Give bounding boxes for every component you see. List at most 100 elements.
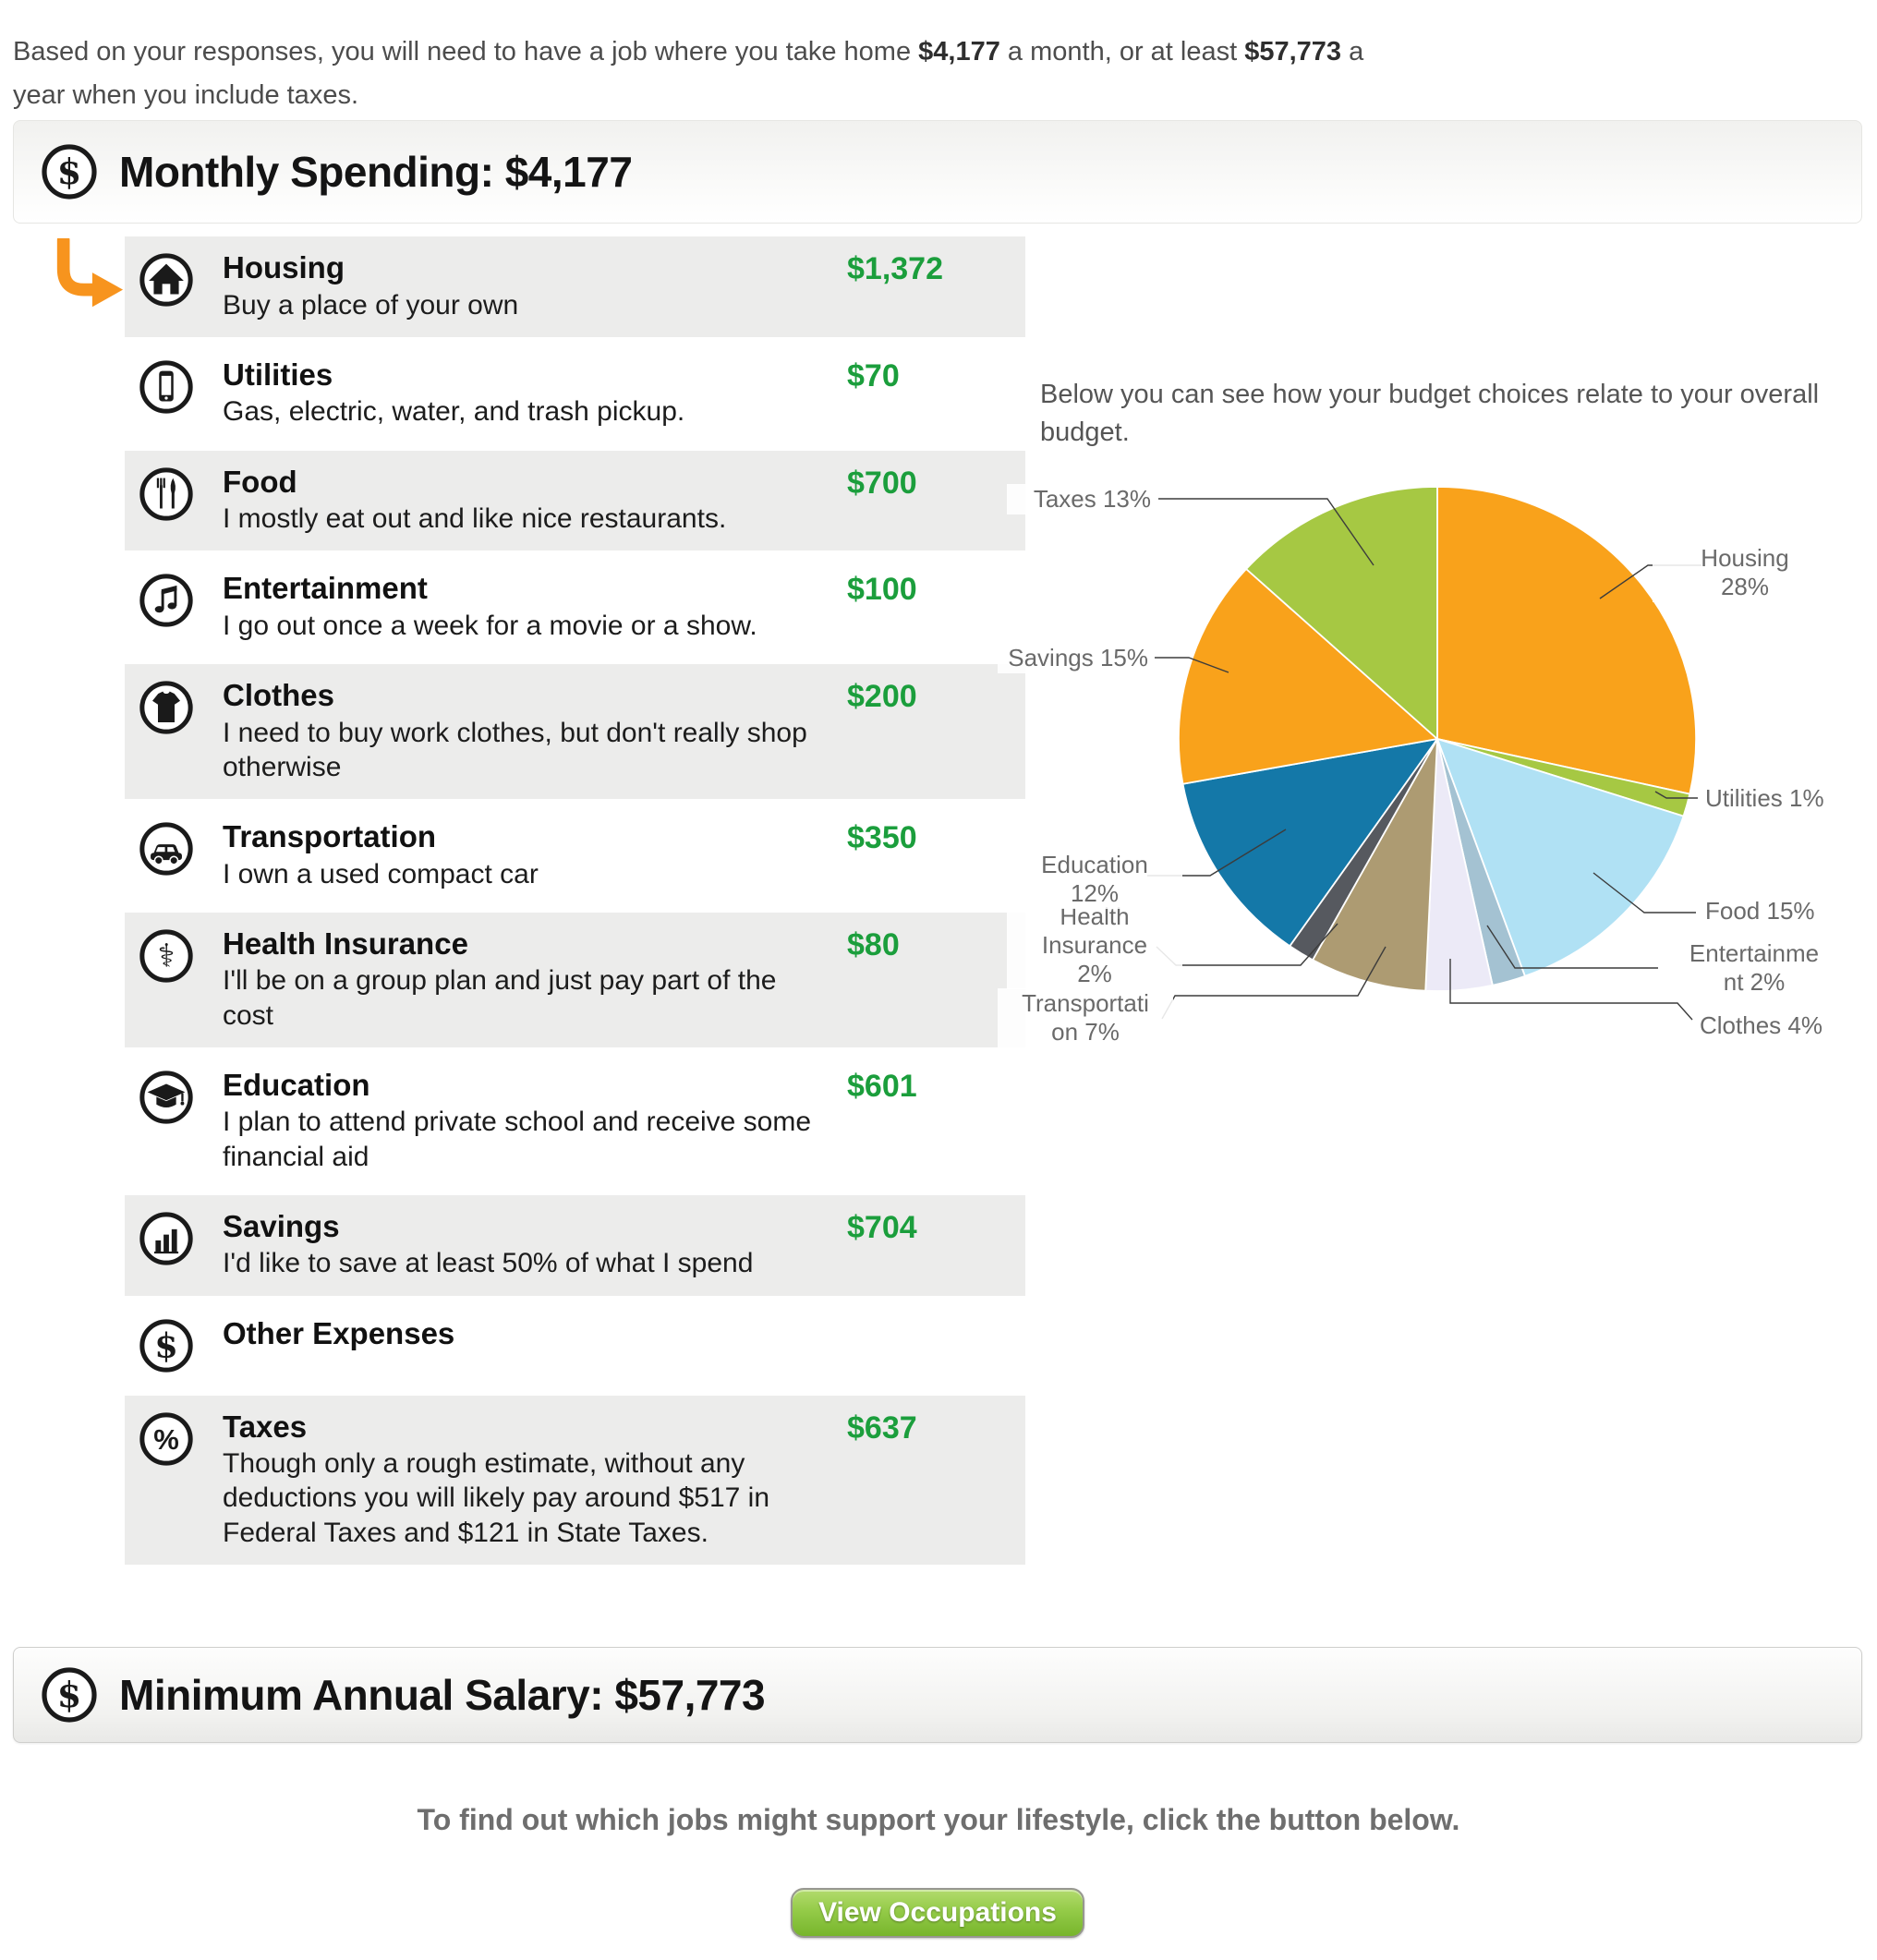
row-amount: $1,372 <box>847 251 943 286</box>
percent-icon: % <box>138 1410 195 1468</box>
pie-label-line: Education <box>1041 851 1148 878</box>
view-occupations-button[interactable]: View Occupations <box>791 1888 1084 1938</box>
budget-row-utilities[interactable]: Utilities Gas, electric, water, and tras… <box>125 344 1025 444</box>
row-amount: $350 <box>847 820 917 856</box>
row-amount: $601 <box>847 1068 917 1104</box>
budget-row-transportation[interactable]: Transportation I own a used compact car … <box>125 805 1025 906</box>
row-description: I'd like to save at least 50% of what I … <box>223 1248 754 1279</box>
pie-label-line: Housing <box>1701 544 1789 572</box>
row-title: Clothes <box>223 678 335 713</box>
house-icon <box>138 251 195 309</box>
pie-label-entertainment: Entertainme nt 2% <box>1662 938 1847 998</box>
pie-leader-line <box>1158 498 1374 566</box>
budget-row-taxes[interactable]: % Taxes Though only a rough estimate, wi… <box>125 1395 1025 1565</box>
monthly-spending-header: $ Monthly Spending: $4,177 <box>13 120 1862 224</box>
music-note-icon <box>138 572 195 629</box>
intro-after: a year when you include taxes. <box>13 37 1364 110</box>
row-description: I plan to attend private school and rece… <box>223 1107 812 1172</box>
budget-row-food[interactable]: Food I mostly eat out and like nice rest… <box>125 450 1025 551</box>
row-title: Taxes <box>223 1409 308 1444</box>
pie-label-food: Food 15% <box>1701 896 1877 926</box>
svg-text:%: % <box>153 1423 179 1456</box>
pie-label-line: Insurance <box>1041 931 1148 959</box>
row-description: I go out once a week for a movie or a sh… <box>223 610 757 641</box>
pie-label-line: Transportati <box>1022 989 1149 1017</box>
budget-row-clothes[interactable]: Clothes I need to buy work clothes, but … <box>125 664 1025 800</box>
budget-rows-list: Housing Buy a place of your own $1,372 U… <box>125 236 1025 1571</box>
svg-text:$: $ <box>154 1325 178 1365</box>
pie-label-housing: Housing 28% <box>1653 543 1837 602</box>
intro-before: Based on your responses, you will need t… <box>13 37 919 67</box>
pie-label-line: Food 15% <box>1705 897 1815 925</box>
intro-middle: a month, or at least <box>999 37 1245 67</box>
row-title: Transportation <box>223 819 437 854</box>
bar-chart-icon <box>138 1210 195 1267</box>
budget-row-housing[interactable]: Housing Buy a place of your own $1,372 <box>125 236 1025 337</box>
row-amount: $704 <box>847 1209 917 1245</box>
row-title: Entertainment <box>223 571 428 606</box>
budget-row-health-insurance[interactable]: ⚕ Health Insurance I'll be on a group pl… <box>125 912 1025 1047</box>
tshirt-icon <box>138 679 195 736</box>
pie-leader-line <box>1654 791 1698 799</box>
budget-row-savings[interactable]: Savings I'd like to save at least 50% of… <box>125 1194 1025 1296</box>
cta-message: To find out which jobs might support you… <box>417 1803 1460 1836</box>
row-amount: $637 <box>847 1410 917 1446</box>
pie-label-line: Savings 15% <box>1008 644 1148 671</box>
dollar-circle-icon: $ <box>40 142 99 201</box>
row-title: Other Expenses <box>223 1315 455 1350</box>
phone-icon <box>138 358 195 416</box>
svg-text:$: $ <box>57 1674 81 1715</box>
utensils-icon <box>138 466 195 523</box>
row-title: Education <box>223 1067 370 1102</box>
pie-label-line: Utilities 1% <box>1705 784 1824 812</box>
row-amount: $700 <box>847 465 917 501</box>
pie-label-savings: Savings 15% <box>998 643 1152 673</box>
row-amount: $100 <box>847 572 917 608</box>
row-description: I need to buy work clothes, but don't re… <box>223 717 807 782</box>
pie-slice-taxes <box>1245 486 1438 740</box>
row-description: Though only a rough estimate, without an… <box>223 1448 770 1548</box>
pie-label-line: 2% <box>1077 960 1112 987</box>
pie-label-transportation: Transportati on 7% <box>998 988 1173 1047</box>
pie-slice-transportation <box>1312 738 1438 992</box>
pie-slice-housing <box>1436 486 1697 795</box>
row-description: Gas, electric, water, and trash pickup. <box>223 396 685 428</box>
pie-label-line: Clothes 4% <box>1700 1011 1823 1039</box>
pie-label-taxes: Taxes 13% <box>1007 484 1155 514</box>
svg-text:$: $ <box>57 151 81 192</box>
row-description: Buy a place of your own <box>223 289 519 321</box>
row-amount: $70 <box>847 357 900 393</box>
pie-label-line: Taxes 13% <box>1033 485 1151 513</box>
row-title: Food <box>223 464 297 499</box>
minimum-annual-salary-header: $ Minimum Annual Salary: $57,773 <box>13 1647 1862 1743</box>
budget-pie-chart: Housing 28% Utilities 1% Food 15% Entertainm… <box>998 342 1877 1090</box>
budget-row-entertainment[interactable]: Entertainment I go out once a week for a… <box>125 557 1025 658</box>
pie-slice-savings <box>1178 568 1438 785</box>
monthly-spending-title: Monthly Spending: $4,177 <box>119 148 633 196</box>
pie-label-health-insurance: Health Insurance 2% <box>1007 901 1182 989</box>
pie-label-line: on 7% <box>1051 1018 1120 1046</box>
row-description: I own a used compact car <box>223 858 539 889</box>
intro-annual-amount: $57,773 <box>1244 37 1342 67</box>
intro-monthly-amount: $4,177 <box>918 37 1000 67</box>
svg-text:⚕: ⚕ <box>158 938 176 975</box>
caduceus-icon: ⚕ <box>138 927 195 985</box>
row-amount: $80 <box>847 926 900 962</box>
chart-description: Below you can see how your budget choice… <box>1040 380 1820 448</box>
pie-label-education: Education 12% <box>1007 850 1182 909</box>
current-row-arrow-icon <box>56 238 124 308</box>
pie-leader-line <box>1449 959 1693 1021</box>
budget-row-other-expenses[interactable]: $ Other Expenses <box>125 1302 1025 1389</box>
dollar-icon: $ <box>138 1317 195 1374</box>
row-amount: $200 <box>847 679 917 715</box>
row-title: Health Insurance <box>223 926 468 961</box>
pie-leader-line <box>1592 872 1696 913</box>
dollar-circle-icon: $ <box>40 1665 99 1724</box>
pie-leader-line <box>1486 925 1658 969</box>
intro-text: Based on your responses, you will need t… <box>13 30 1371 117</box>
pie-label-line: 28% <box>1720 573 1770 600</box>
pie-slice-education <box>1181 738 1438 948</box>
minimum-annual-salary-title: Minimum Annual Salary: $57,773 <box>119 1671 766 1719</box>
budget-row-education[interactable]: Education I plan to attend private schoo… <box>125 1054 1025 1189</box>
